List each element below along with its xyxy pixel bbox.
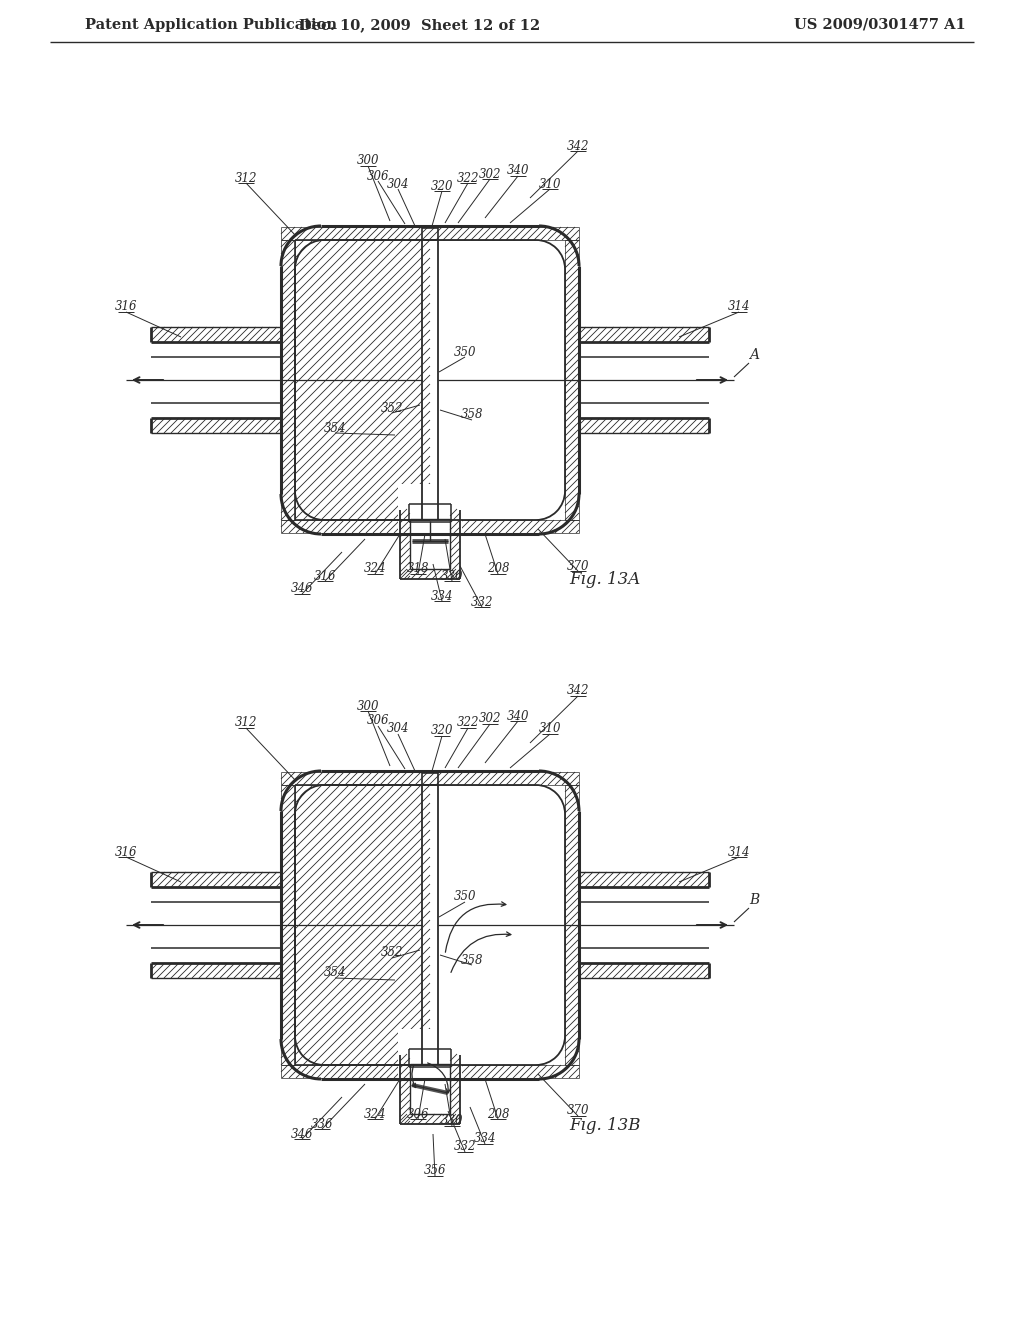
Text: 314: 314 <box>728 846 751 858</box>
Text: 334: 334 <box>474 1133 497 1146</box>
Text: 356: 356 <box>424 1164 446 1177</box>
Text: 310: 310 <box>539 177 561 190</box>
Text: 208: 208 <box>486 562 509 576</box>
Text: 306: 306 <box>367 714 389 727</box>
Text: 306: 306 <box>407 1107 429 1121</box>
Text: 324: 324 <box>364 1107 386 1121</box>
Text: 320: 320 <box>431 725 454 738</box>
Text: 312: 312 <box>234 717 257 730</box>
Text: 322: 322 <box>457 717 479 730</box>
Bar <box>295 785 565 1065</box>
Text: 318: 318 <box>407 562 429 576</box>
Text: 330: 330 <box>440 569 463 582</box>
Text: US 2009/0301477 A1: US 2009/0301477 A1 <box>795 18 966 32</box>
Text: 370: 370 <box>566 1105 589 1118</box>
Text: 332: 332 <box>471 595 494 609</box>
Text: 358: 358 <box>461 408 483 421</box>
FancyArrowPatch shape <box>428 1063 451 1093</box>
Text: 354: 354 <box>324 421 346 434</box>
Text: 304: 304 <box>387 177 410 190</box>
Text: 316: 316 <box>115 846 137 858</box>
Text: Fıg. 13A: Fıg. 13A <box>569 572 641 589</box>
Bar <box>579 325 714 436</box>
Text: 300: 300 <box>356 700 379 713</box>
FancyArrowPatch shape <box>412 1064 416 1088</box>
Text: Fıg. 13B: Fıg. 13B <box>569 1117 641 1134</box>
Text: 346: 346 <box>291 582 313 595</box>
Text: 302: 302 <box>479 713 502 726</box>
Bar <box>276 220 584 539</box>
Text: B: B <box>749 894 759 907</box>
Bar <box>146 325 281 436</box>
Text: 320: 320 <box>431 180 454 193</box>
Text: 312: 312 <box>234 172 257 185</box>
Text: 310: 310 <box>539 722 561 735</box>
Text: 342: 342 <box>566 140 589 153</box>
Bar <box>295 240 565 520</box>
Text: 334: 334 <box>431 590 454 602</box>
Text: 332: 332 <box>454 1140 476 1154</box>
Text: 370: 370 <box>566 560 589 573</box>
Text: 316: 316 <box>313 569 336 582</box>
Text: 324: 324 <box>364 562 386 576</box>
Text: 340: 340 <box>507 710 529 722</box>
Text: 352: 352 <box>381 946 403 960</box>
Text: 354: 354 <box>324 966 346 979</box>
Text: 300: 300 <box>356 154 379 168</box>
Text: 350: 350 <box>454 891 476 903</box>
Text: 342: 342 <box>566 685 589 697</box>
Bar <box>276 766 584 1084</box>
Bar <box>398 484 462 579</box>
FancyArrowPatch shape <box>451 932 511 973</box>
Text: 352: 352 <box>381 401 403 414</box>
Bar <box>579 870 714 979</box>
Text: 340: 340 <box>507 165 529 177</box>
Text: 330: 330 <box>440 1114 463 1127</box>
Text: 346: 346 <box>291 1127 313 1140</box>
Text: 336: 336 <box>310 1118 333 1130</box>
Text: 314: 314 <box>728 301 751 314</box>
FancyArrowPatch shape <box>445 902 506 952</box>
Text: 350: 350 <box>454 346 476 359</box>
Text: 322: 322 <box>457 172 479 185</box>
Text: Dec. 10, 2009  Sheet 12 of 12: Dec. 10, 2009 Sheet 12 of 12 <box>299 18 541 32</box>
Bar <box>146 870 281 979</box>
Text: 208: 208 <box>486 1107 509 1121</box>
Text: 358: 358 <box>461 953 483 966</box>
Bar <box>398 1030 462 1125</box>
Text: 316: 316 <box>115 301 137 314</box>
Text: Patent Application Publication: Patent Application Publication <box>85 18 337 32</box>
Text: 302: 302 <box>479 168 502 181</box>
Text: 306: 306 <box>367 169 389 182</box>
Text: 304: 304 <box>387 722 410 735</box>
Text: A: A <box>749 348 759 362</box>
